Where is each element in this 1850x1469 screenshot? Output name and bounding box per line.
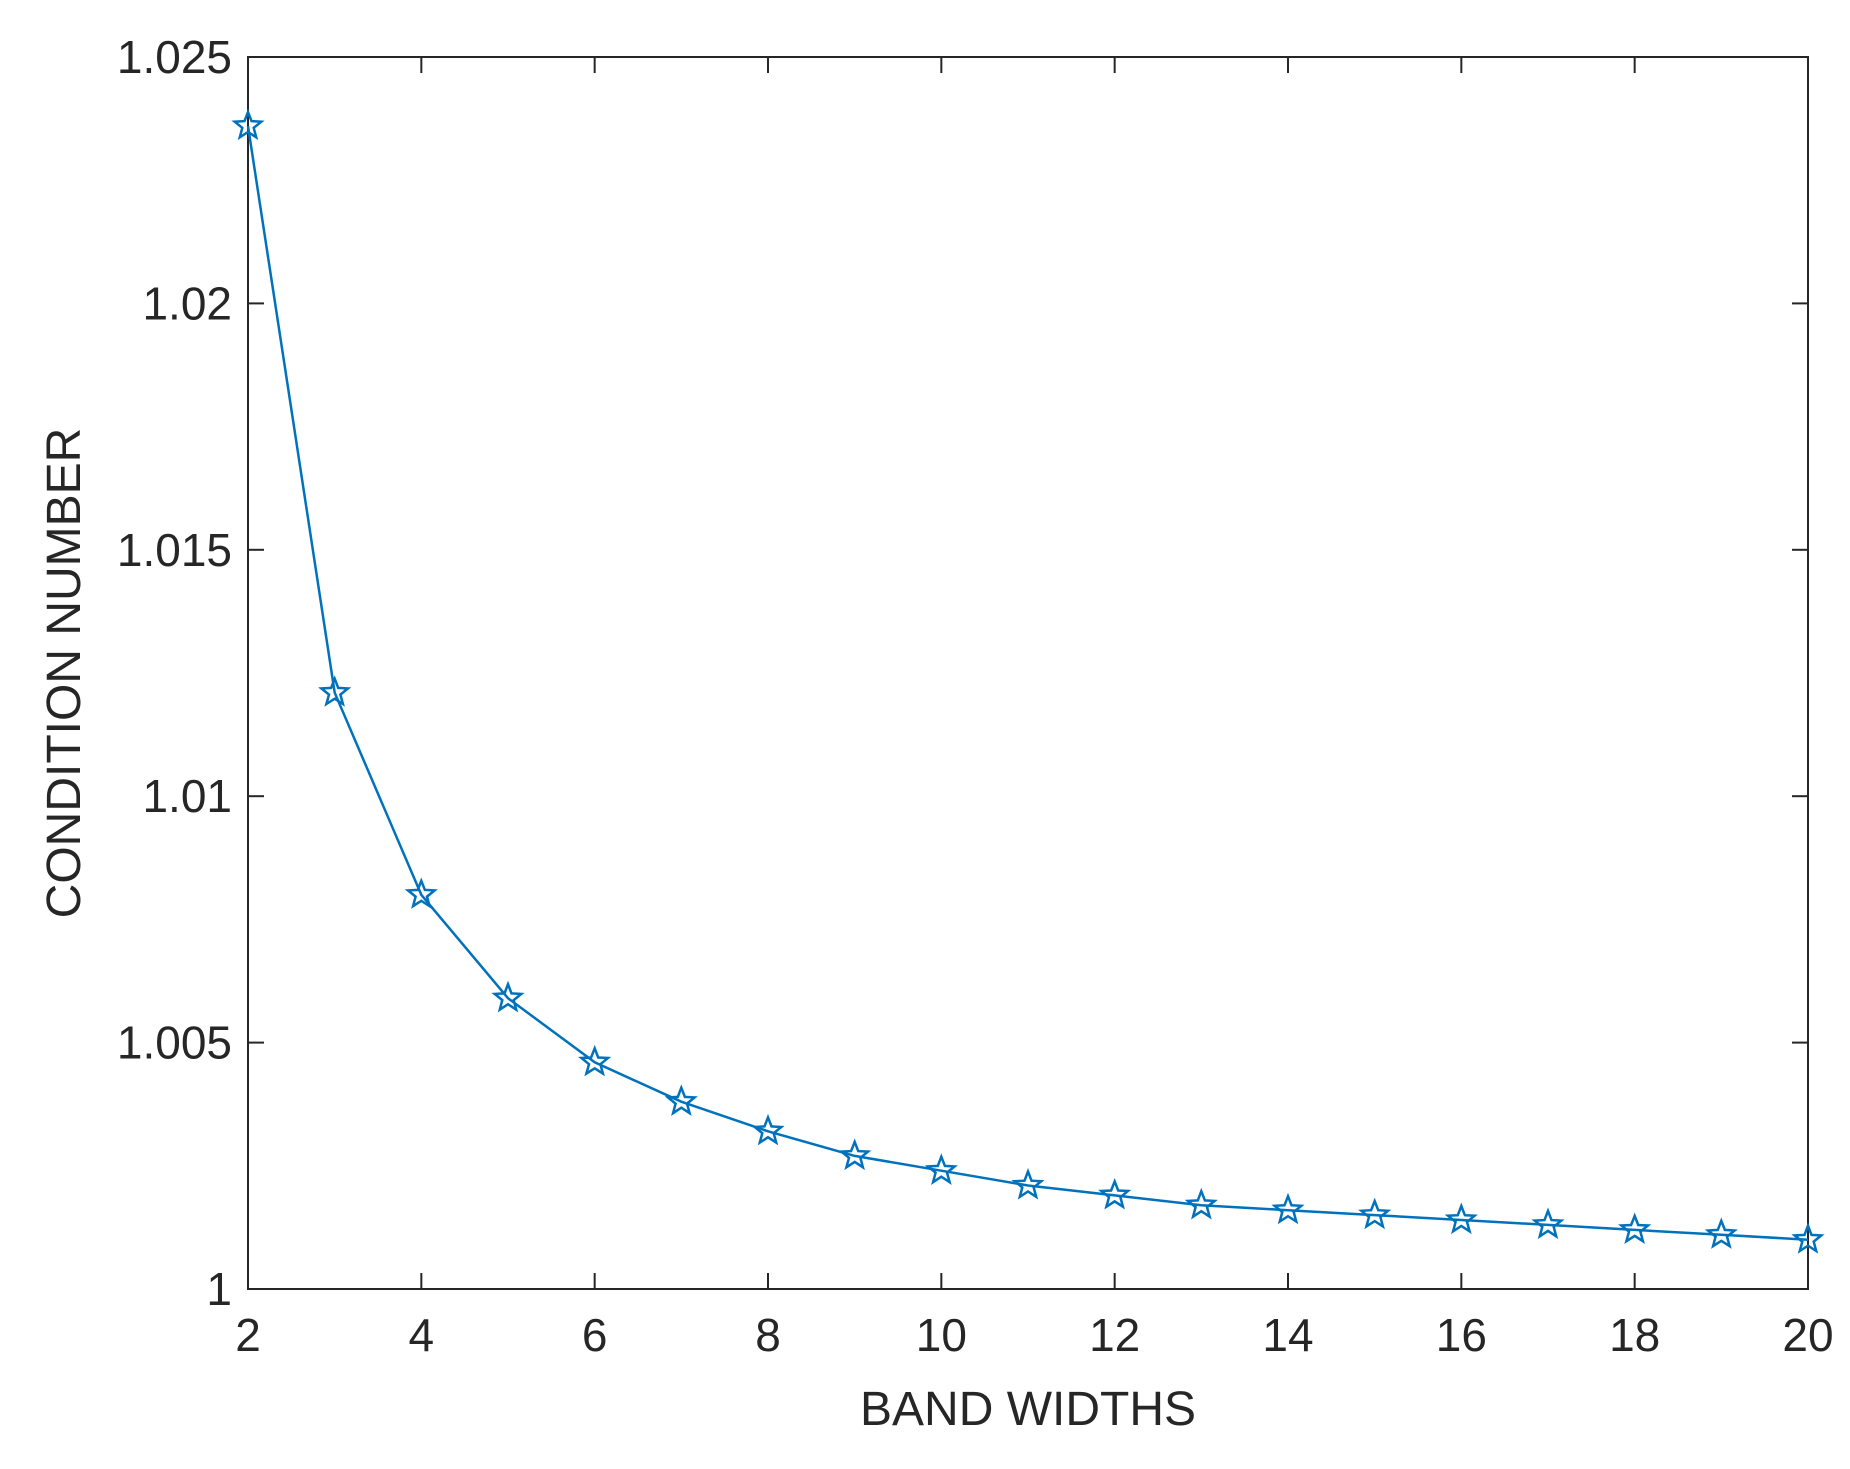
y-tick-label: 1.01 bbox=[142, 770, 232, 822]
data-point-star bbox=[1271, 1192, 1305, 1225]
series-group bbox=[231, 108, 1825, 1254]
data-point-star bbox=[1011, 1167, 1045, 1200]
y-tick-labels: 1 1.005 1.01 1.015 1.02 1.025 bbox=[117, 31, 232, 1315]
x-tick-label: 16 bbox=[1436, 1309, 1487, 1361]
y-tick-label: 1.025 bbox=[117, 31, 232, 83]
data-point-star bbox=[1184, 1187, 1218, 1220]
y-tick-label: 1.005 bbox=[117, 1017, 232, 1069]
data-point-star bbox=[1444, 1202, 1478, 1235]
data-point-star bbox=[404, 877, 438, 909]
series-line bbox=[246, 125, 1809, 1241]
data-point-star bbox=[1618, 1212, 1652, 1244]
plot-area bbox=[247, 56, 1809, 1290]
data-point-star bbox=[664, 1084, 698, 1116]
x-tick-label: 4 bbox=[409, 1309, 435, 1361]
x-tick-label: 12 bbox=[1089, 1309, 1140, 1361]
x-tick-label: 10 bbox=[916, 1309, 967, 1361]
x-tick-label: 6 bbox=[582, 1309, 608, 1361]
data-point-star bbox=[231, 108, 265, 141]
y-axis-label: CONDITION NUMBER bbox=[38, 428, 91, 919]
x-tick-label: 20 bbox=[1782, 1309, 1833, 1361]
data-point-star bbox=[1531, 1207, 1565, 1240]
data-point-star bbox=[924, 1153, 958, 1185]
x-axis-label: BAND WIDTHS bbox=[860, 1383, 1196, 1436]
data-point-star bbox=[838, 1138, 872, 1171]
x-tick-label: 8 bbox=[755, 1309, 781, 1361]
data-point-star bbox=[1098, 1177, 1132, 1210]
x-tick-label: 18 bbox=[1609, 1309, 1660, 1361]
y-tick-label: 1.015 bbox=[117, 524, 232, 576]
x-tick-label: 2 bbox=[235, 1309, 261, 1361]
axis-ticks bbox=[247, 56, 1809, 1290]
data-point-star bbox=[751, 1113, 785, 1146]
y-tick-label: 1.02 bbox=[142, 277, 232, 329]
y-tick-label: 1 bbox=[206, 1263, 232, 1315]
data-point-star bbox=[491, 980, 525, 1013]
x-tick-label: 14 bbox=[1262, 1309, 1313, 1361]
data-point-star bbox=[318, 675, 352, 707]
x-tick-labels: 2 4 6 8 10 12 14 16 18 20 bbox=[235, 1309, 1833, 1361]
data-point-star bbox=[1704, 1217, 1738, 1249]
data-point-star bbox=[1358, 1197, 1392, 1230]
data-point-star bbox=[578, 1044, 612, 1077]
data-point-star bbox=[1791, 1222, 1825, 1254]
